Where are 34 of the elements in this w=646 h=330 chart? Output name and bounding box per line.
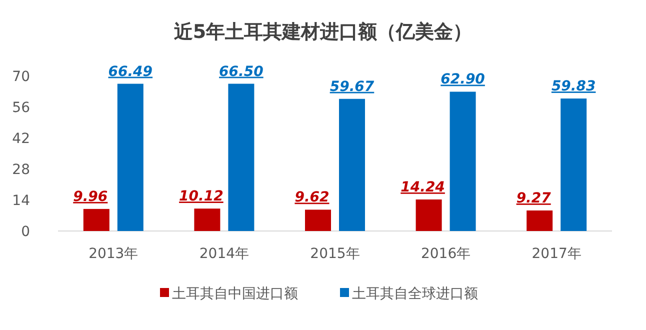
- x-tick-label: 2013年: [88, 246, 138, 262]
- bar: [194, 208, 220, 231]
- bar: [450, 92, 476, 231]
- x-tick-label: 2015年: [310, 246, 360, 262]
- y-tick-label: 56: [12, 100, 30, 116]
- data-label: 9.62: [294, 190, 330, 206]
- x-tick-label: 2014年: [199, 246, 250, 262]
- data-label: 10.12: [179, 188, 224, 205]
- bar: [339, 98, 365, 231]
- y-tick-label: 42: [12, 131, 30, 147]
- data-label: 9.27: [516, 190, 552, 206]
- data-label: 59.67: [330, 78, 374, 95]
- chart-title: 近5年土耳其建材进口额（亿美金）: [172, 21, 472, 43]
- y-tick-label: 0: [21, 224, 30, 240]
- legend-label: 土耳其自中国进口额: [172, 286, 298, 302]
- data-label: 59.83: [551, 78, 596, 95]
- data-label: 9.96: [73, 188, 108, 205]
- bar: [83, 208, 110, 231]
- bar: [117, 84, 144, 231]
- data-label: 66.50: [219, 64, 264, 80]
- data-label: 62.90: [440, 72, 486, 88]
- data-label: 14.24: [400, 179, 445, 196]
- bar: [228, 84, 254, 231]
- x-tick-label: 2016年: [420, 246, 471, 262]
- bar: [560, 98, 587, 231]
- bar: [526, 210, 553, 231]
- bar: [305, 210, 331, 231]
- y-tick-label: 70: [12, 69, 30, 85]
- x-tick-label: 2017年: [532, 246, 582, 262]
- y-tick-label: 28: [12, 162, 30, 178]
- legend-label: 土耳其自全球进口额: [352, 286, 478, 302]
- data-label: 66.49: [108, 64, 153, 80]
- y-tick-label: 14: [12, 193, 30, 209]
- bar: [416, 199, 442, 231]
